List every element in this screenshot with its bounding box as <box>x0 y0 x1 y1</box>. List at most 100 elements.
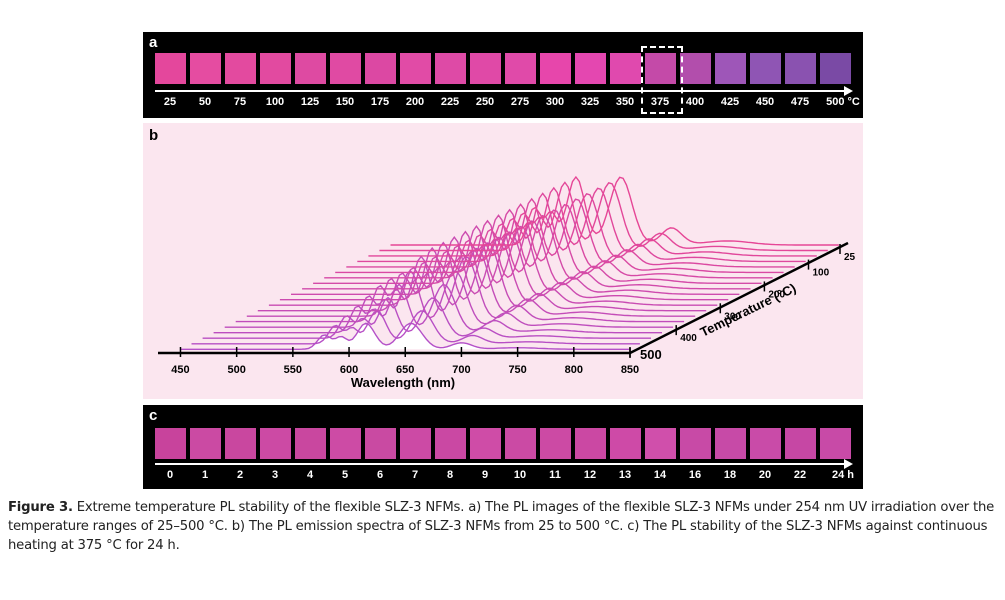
pl-spectra-waterfall: 450 500 550 600 650 700 750 800 850 Wavelength (n… <box>158 175 856 390</box>
panel_a-tick-label: 425 <box>720 96 740 108</box>
panel_c-tick-label: 5 <box>341 469 349 481</box>
panel_a-tick-label: 225 <box>440 96 460 108</box>
spectrum-curve <box>224 269 674 328</box>
spectrum-curve <box>379 181 828 252</box>
panel_a-tick-label: 50 <box>198 96 212 108</box>
panel_a-tick-label: 400 <box>685 96 705 108</box>
panel_a-tick-label: 300 <box>545 96 565 108</box>
panel_c-square <box>435 428 466 459</box>
spectrum-curve <box>246 246 696 317</box>
panel-a-squares <box>155 53 851 84</box>
panel_a-tick-label: 375 <box>650 96 670 108</box>
panel_a-tick-label: 450 <box>755 96 775 108</box>
panel_c-square <box>225 428 256 459</box>
temperature-tick-label: 300 <box>724 311 741 322</box>
panel_c-square <box>540 428 571 459</box>
panel_c-square <box>190 428 221 459</box>
panel-c-arrow <box>155 459 853 469</box>
panel_a-tick-label: 150 <box>335 96 355 108</box>
spectrum-curve <box>235 255 685 323</box>
wavelength-tick-label: 650 <box>396 364 414 376</box>
temperature-axis <box>629 241 849 355</box>
panel_a-tick-label: 200 <box>405 96 425 108</box>
spectrum-curve <box>279 230 729 301</box>
panel_c-tick-label: 11 <box>549 469 561 481</box>
panel_a-square <box>295 53 326 84</box>
wavelength-tick-label: 850 <box>621 364 639 376</box>
panel-b: b 450 500 550 600 650 700 750 800 850 Wavelength … <box>143 123 863 399</box>
panel_c-tick-label: 7 <box>411 469 419 481</box>
spectrum-curve <box>324 208 773 279</box>
panel-c: c 0 1 2 3 4 5 6 7 8 9 10 11 12 13 14 16 18 20 22 24 h <box>143 405 863 489</box>
panel_a-square <box>435 53 466 84</box>
panel_c-square <box>365 428 396 459</box>
panel_a-tick-label: 275 <box>510 96 530 108</box>
panel_c-tick-label: 12 <box>583 469 597 481</box>
spectrum-curve <box>202 296 651 339</box>
spectrum-curve <box>313 214 762 284</box>
panel_c-tick-label: 2 <box>236 469 244 481</box>
caption-text: Extreme temperature PL stability of the … <box>8 500 995 553</box>
panel_a-square <box>400 53 431 84</box>
panel_a-tick-label: 475 <box>790 96 810 108</box>
panel_c-square <box>155 428 186 459</box>
panel_c-square <box>715 428 746 459</box>
panel_c-square <box>470 428 501 459</box>
panel_c-tick-label: 0 <box>166 469 174 481</box>
wavelength-axis-title: Wavelength (nm) <box>351 375 455 390</box>
panel_a-tick-label: 25 <box>163 96 177 108</box>
panel-c-label: c <box>149 407 158 424</box>
panel_c-square <box>330 428 361 459</box>
panel_a-tick-label: 125 <box>300 96 320 108</box>
panel_a-square <box>785 53 816 84</box>
panel_c-square <box>575 428 606 459</box>
panel_a-square <box>260 53 291 84</box>
spectrum-curve <box>191 309 640 345</box>
panel_a-square <box>470 53 501 84</box>
panel_a-square <box>540 53 571 84</box>
highlight-375-box <box>641 46 683 114</box>
spectrum-curve <box>357 192 806 263</box>
spectrum-curve <box>268 236 718 306</box>
panel_a-square <box>645 53 676 84</box>
wavelength-tick-label: 500 <box>227 364 245 376</box>
panel_c-square <box>750 428 781 459</box>
caption-label: Figure 3. <box>8 500 73 515</box>
panel_a-square <box>750 53 781 84</box>
panel_a-tick-label: 325 <box>580 96 600 108</box>
panel_c-tick-label: 24 h <box>831 469 855 481</box>
temperature-tick-label: 200 <box>768 289 785 300</box>
temperature-tick-label: 25 <box>844 252 856 263</box>
panel_c-square <box>505 428 536 459</box>
spectrum-curve <box>368 186 817 257</box>
wavelength-tick-label: 450 <box>171 364 189 376</box>
spectrum-curve <box>291 225 740 295</box>
spectrum-curve <box>180 322 629 350</box>
panel_a-tick-label: 500 °C <box>826 96 860 108</box>
panel_c-square <box>260 428 291 459</box>
panel_c-tick-label: 14 <box>653 469 667 481</box>
panel_c-tick-label: 1 <box>201 469 209 481</box>
panel_c-square <box>295 428 326 459</box>
panel_c-square <box>820 428 851 459</box>
temperature-tick-label: 100 <box>813 268 830 279</box>
wavelength-tick-label: 800 <box>565 364 583 376</box>
panel_a-square <box>225 53 256 84</box>
panel_c-tick-label: 13 <box>618 469 632 481</box>
panel_a-tick-label: 350 <box>615 96 635 108</box>
panel_a-square <box>680 53 711 84</box>
panel-a: a 25 50 75 100 125 150 175 200 225 250 275 300 325 35… <box>143 32 863 118</box>
panel_c-square <box>645 428 676 459</box>
panel_a-tick-label: 175 <box>370 96 390 108</box>
panel_a-square <box>820 53 851 84</box>
panel_a-square <box>575 53 606 84</box>
spectrum-curve <box>257 241 707 312</box>
panel_c-tick-label: 8 <box>446 469 454 481</box>
panel_c-tick-label: 10 <box>513 469 527 481</box>
panel_c-tick-label: 4 <box>306 469 314 481</box>
spectrum-curve <box>390 175 839 246</box>
spectrum-curve <box>346 197 795 268</box>
wavelength-tick-label: 550 <box>284 364 302 376</box>
spectrum-curve <box>302 219 751 290</box>
panel-a-label: a <box>149 34 158 51</box>
